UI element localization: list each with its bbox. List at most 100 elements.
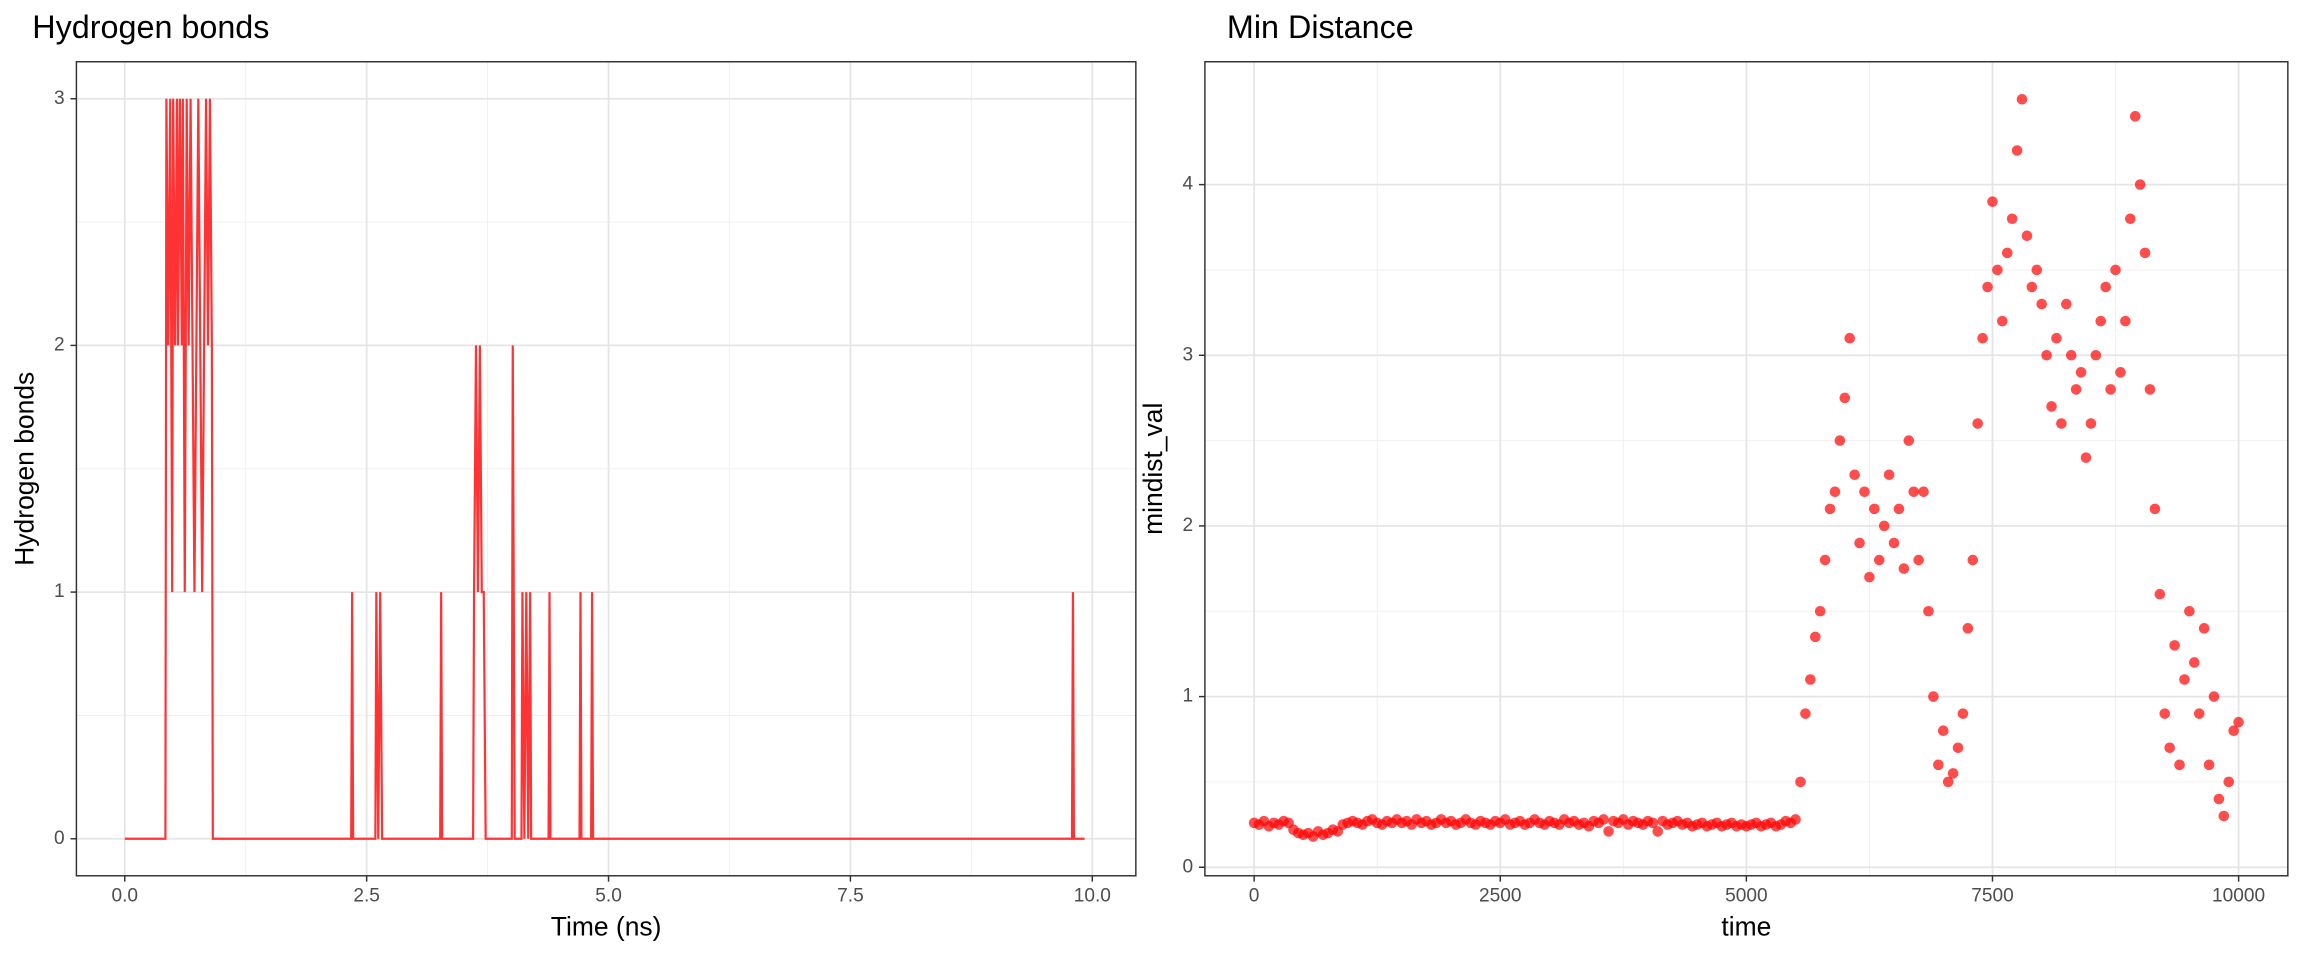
point: [2051, 332, 2062, 344]
point: [1869, 503, 1880, 515]
point: [2095, 315, 2107, 327]
point: [2075, 367, 2087, 378]
point: [1962, 623, 1974, 634]
y-tick-label: 1: [1183, 686, 1194, 707]
point: [1967, 554, 1979, 566]
point: [2198, 623, 2210, 634]
point: [2169, 640, 2180, 651]
point: [2016, 93, 2028, 105]
x-tick-label: 7.5: [837, 885, 864, 906]
point: [1893, 503, 1905, 515]
point: [2213, 793, 2225, 805]
point: [2184, 605, 2195, 617]
point: [2189, 657, 2200, 668]
point: [1805, 674, 1816, 685]
point: [1982, 281, 1993, 293]
point: [2144, 384, 2156, 395]
point: [1992, 264, 2003, 276]
point: [2120, 315, 2131, 327]
point: [2046, 401, 2057, 412]
point: [2154, 588, 2166, 600]
point: [1800, 708, 1811, 719]
y-tick-label: 0: [1183, 856, 1194, 877]
point: [1898, 563, 1910, 574]
x-tick-label: 0.0: [112, 885, 139, 906]
point: [1819, 554, 1831, 566]
point: [1849, 469, 1860, 481]
point: [1952, 742, 1964, 754]
y-tick-label: 2: [54, 334, 65, 355]
point: [2228, 725, 2239, 737]
point: [1942, 776, 1954, 788]
point: [2233, 716, 2244, 728]
point: [2041, 349, 2052, 361]
point: [2208, 691, 2220, 702]
point: [1809, 631, 1821, 643]
point: [2139, 247, 2151, 259]
point: [1598, 814, 1609, 825]
point: [1859, 486, 1870, 498]
point: [1923, 605, 1934, 617]
point: [2065, 349, 2077, 361]
point: [2129, 111, 2141, 122]
point: [1918, 486, 1929, 498]
x-tick-label: 2500: [1479, 885, 1521, 906]
point: [2159, 708, 2171, 719]
point: [2056, 418, 2067, 429]
point: [1839, 392, 1851, 404]
point: [2149, 503, 2161, 515]
point: [2203, 759, 2215, 771]
point: [1957, 708, 1969, 719]
line: [124, 98, 1085, 840]
point: [2011, 145, 2023, 156]
point: [2001, 247, 2013, 259]
point: [2100, 281, 2111, 293]
y-tick-label: 3: [1183, 344, 1194, 365]
point: [1834, 435, 1846, 446]
point: [2218, 810, 2230, 822]
point: [1814, 605, 1826, 617]
point: [2021, 230, 2033, 242]
point: [1987, 196, 1998, 207]
chart-title: Hydrogen bonds: [32, 9, 269, 45]
point: [2070, 384, 2082, 395]
point: [1972, 418, 1984, 429]
y-tick-label: 2: [1183, 515, 1194, 536]
point: [1908, 486, 1920, 498]
x-tick-label: 5000: [1725, 885, 1767, 906]
y-axis-title: Hydrogen bonds: [9, 372, 39, 566]
x-tick-label: 10000: [2212, 885, 2265, 906]
point: [2110, 264, 2121, 276]
point: [1997, 315, 2008, 327]
point: [2174, 759, 2185, 771]
point: [1844, 332, 1856, 344]
point: [1977, 332, 1988, 344]
point: [2164, 742, 2175, 754]
panel-border: [75, 61, 1137, 877]
point: [1873, 554, 1885, 566]
x-axis-title: time: [1721, 912, 1771, 942]
y-tick-label: 3: [54, 88, 65, 109]
point: [2223, 776, 2235, 788]
point: [2105, 384, 2116, 395]
x-tick-label: 7500: [1971, 885, 2013, 906]
point: [2134, 179, 2146, 190]
point: [1913, 554, 1924, 566]
point: [2026, 281, 2038, 293]
panel-border: [1204, 61, 2289, 877]
point: [1854, 537, 1865, 549]
point: [2031, 264, 2043, 276]
y-axis-title: mindist_val: [1138, 403, 1168, 535]
point: [2090, 349, 2102, 361]
point: [2036, 298, 2048, 310]
point: [2061, 298, 2072, 310]
point: [2115, 367, 2126, 378]
y-tick-label: 1: [54, 581, 65, 602]
point: [1903, 435, 1915, 446]
point: [1937, 725, 1949, 737]
point: [1824, 503, 1836, 515]
point: [1883, 469, 1895, 481]
